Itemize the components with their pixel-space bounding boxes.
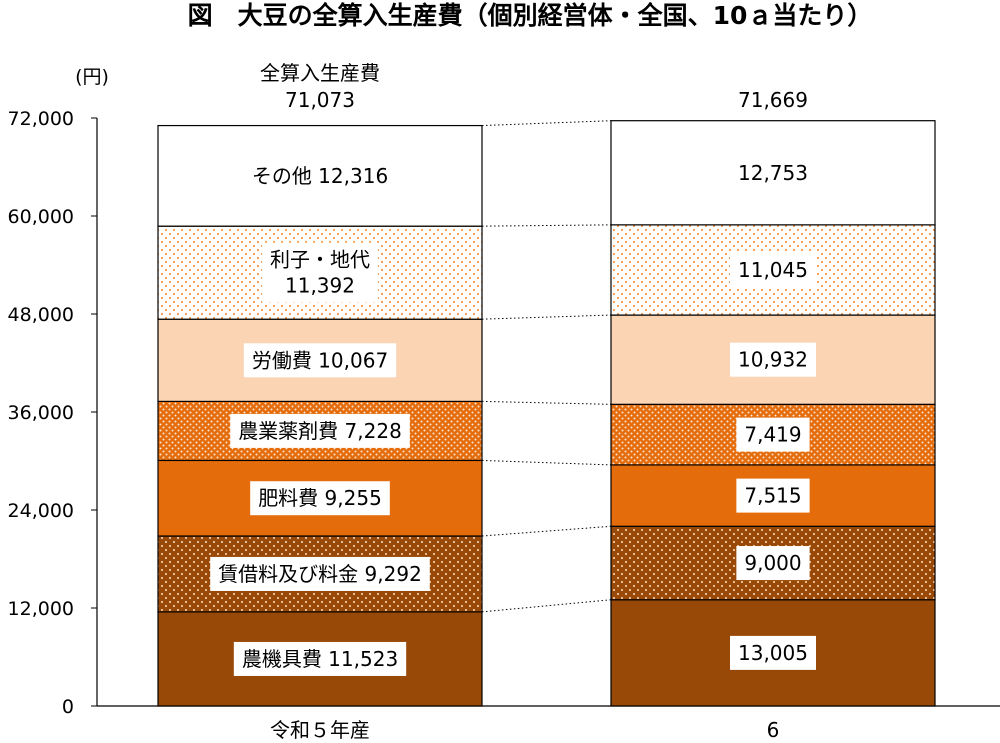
connector-line <box>481 120 612 127</box>
x-tick-label: 6 <box>767 718 780 742</box>
chart-title: 図 大豆の全算入生産費（個別経営体・全国、10ａ当たり） <box>188 1 873 30</box>
data-label-text: 9,000 <box>744 551 801 575</box>
y-ticks: 0 12,000 24,000 36,000 48,000 60,000 72,000 <box>8 108 97 718</box>
data-label-text: 11,045 <box>738 258 808 282</box>
data-label-box <box>736 546 810 581</box>
data-label: 12,753 <box>730 155 816 190</box>
data-label: その他 12,316 <box>243 158 397 193</box>
connector-line <box>481 224 612 227</box>
total-label: 71,073 <box>285 88 355 112</box>
y-tick-label: 12,000 <box>8 598 74 620</box>
y-tick-label: 72,000 <box>8 108 74 130</box>
data-label-text: 農業薬剤費 7,228 <box>238 419 402 443</box>
data-label-box <box>230 413 410 448</box>
data-label-text: 肥料費 9,255 <box>258 486 382 510</box>
data-labels: 農機具費 11,523 13,005 賃借料及び料金 9,292 9,000 肥料費 9… <box>210 61 816 676</box>
data-label-text: その他 12,316 <box>252 164 388 188</box>
data-label-box <box>730 635 816 670</box>
bars <box>157 120 936 707</box>
bar-segment <box>157 318 483 402</box>
connector-line <box>481 400 612 405</box>
data-label-text: 11,392 <box>285 274 355 298</box>
data-label-text: 労働費 10,067 <box>252 348 388 372</box>
data-label: 10,932 <box>730 342 816 377</box>
data-label-box <box>250 481 390 516</box>
data-label: 11,045 <box>730 252 816 287</box>
y-tick-label: 48,000 <box>8 304 74 326</box>
data-label-box <box>730 342 816 377</box>
data-label-text: 利子・地代 <box>270 248 370 272</box>
data-label-box <box>736 478 810 513</box>
data-label: 賃借料及び料金 9,292 <box>210 556 430 591</box>
data-label-text: 12,753 <box>738 161 808 185</box>
x-tick-label: 令和５年産 <box>270 718 370 742</box>
data-label-text: 7,515 <box>744 484 801 508</box>
data-label-box <box>730 252 816 287</box>
data-label-box <box>730 155 816 190</box>
bar-segment <box>157 611 483 707</box>
total-label: 71,669 <box>738 88 808 112</box>
data-label-box <box>243 343 397 378</box>
data-label-text: 農機具費 11,523 <box>242 647 398 671</box>
connector-line <box>481 314 612 320</box>
connector-lines <box>481 120 612 613</box>
data-label-text: 10,932 <box>738 348 808 372</box>
data-label-box <box>243 158 397 193</box>
data-label-text: 7,419 <box>744 423 801 447</box>
data-label: 農業薬剤費 7,228 <box>230 413 410 448</box>
data-label: 農機具費 11,523 <box>233 641 407 676</box>
data-label: 9,000 <box>736 546 810 581</box>
data-label-box <box>210 556 430 591</box>
data-label: 13,005 <box>730 635 816 670</box>
connector-line <box>481 525 612 537</box>
connector-line <box>481 459 612 466</box>
x-tick-labels: 令和５年産 6 <box>270 718 779 742</box>
data-label-box <box>233 641 407 676</box>
data-label-text: 13,005 <box>738 641 808 665</box>
data-label: 7,515 <box>736 478 810 513</box>
total-name-label: 全算入生産費 <box>260 61 380 85</box>
y-axis-label: (円) <box>75 66 109 88</box>
data-label-box <box>736 417 810 452</box>
connector-line <box>481 599 612 613</box>
y-tick-label: 36,000 <box>8 402 74 424</box>
data-label-text: 賃借料及び料金 9,292 <box>218 562 422 586</box>
y-tick-label: 60,000 <box>8 206 74 228</box>
data-label: 7,419 <box>736 417 810 452</box>
data-label: 労働費 10,067 <box>243 343 397 378</box>
data-label: 肥料費 9,255 <box>250 481 390 516</box>
y-tick-label: 0 <box>62 696 74 718</box>
y-tick-label: 24,000 <box>8 500 74 522</box>
data-label-box <box>262 242 378 303</box>
